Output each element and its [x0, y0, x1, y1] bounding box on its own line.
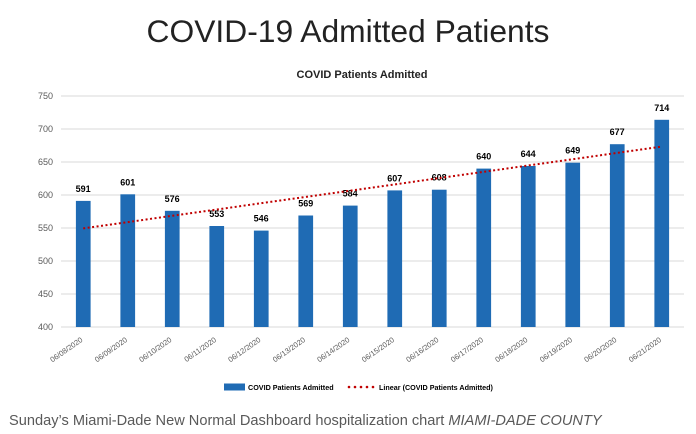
svg-text:06/09/2020: 06/09/2020 [93, 335, 129, 364]
svg-text:06/13/2020: 06/13/2020 [271, 335, 307, 364]
svg-text:06/08/2020: 06/08/2020 [48, 335, 84, 364]
svg-text:550: 550 [38, 223, 53, 233]
svg-text:644: 644 [521, 149, 536, 159]
svg-text:Linear (COVID Patients Admitte: Linear (COVID Patients Admitted) [379, 383, 494, 392]
svg-text:450: 450 [38, 289, 53, 299]
svg-text:06/18/2020: 06/18/2020 [493, 335, 529, 364]
svg-text:06/14/2020: 06/14/2020 [315, 335, 351, 364]
svg-text:750: 750 [38, 91, 53, 101]
svg-text:06/16/2020: 06/16/2020 [404, 335, 440, 364]
svg-text:553: 553 [209, 209, 224, 219]
svg-text:650: 650 [38, 157, 53, 167]
svg-text:06/10/2020: 06/10/2020 [137, 335, 173, 364]
svg-text:06/19/2020: 06/19/2020 [538, 335, 574, 364]
svg-text:06/11/2020: 06/11/2020 [182, 335, 217, 364]
svg-text:714: 714 [654, 103, 669, 113]
svg-text:06/15/2020: 06/15/2020 [360, 335, 396, 364]
svg-text:546: 546 [254, 214, 269, 224]
svg-text:569: 569 [298, 199, 313, 209]
svg-text:607: 607 [387, 173, 402, 183]
svg-text:400: 400 [38, 322, 53, 332]
svg-text:677: 677 [610, 127, 625, 137]
svg-text:700: 700 [38, 124, 53, 134]
svg-text:06/12/2020: 06/12/2020 [226, 335, 262, 364]
svg-text:06/17/2020: 06/17/2020 [449, 335, 485, 364]
svg-text:591: 591 [76, 184, 91, 194]
svg-text:06/21/2020: 06/21/2020 [627, 335, 663, 364]
svg-text:601: 601 [120, 177, 135, 187]
svg-text:06/20/2020: 06/20/2020 [582, 335, 618, 364]
svg-text:640: 640 [476, 152, 491, 162]
svg-text:600: 600 [38, 190, 53, 200]
svg-text:500: 500 [38, 256, 53, 266]
svg-text:COVID Patients Admitted: COVID Patients Admitted [248, 383, 334, 392]
svg-text:649: 649 [565, 146, 580, 156]
svg-text:576: 576 [165, 194, 180, 204]
